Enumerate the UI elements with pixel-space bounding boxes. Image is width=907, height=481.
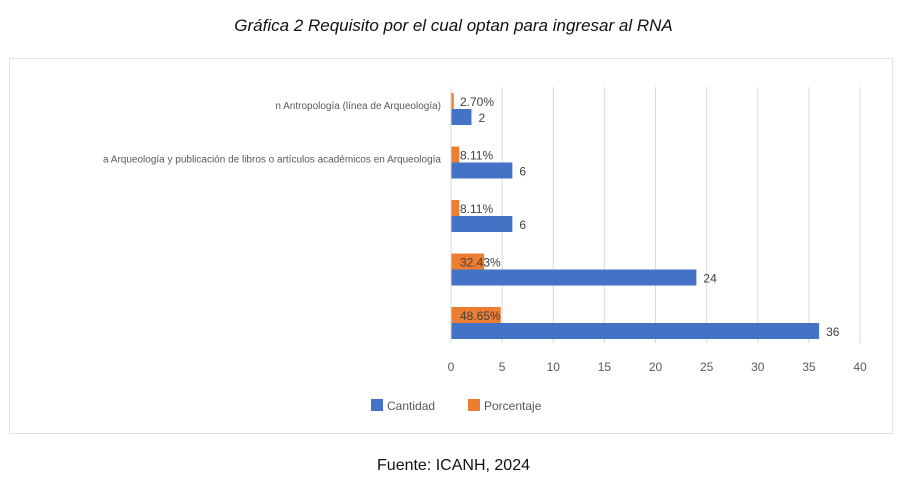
legend-label: Cantidad xyxy=(387,399,435,413)
percentage-bar xyxy=(451,307,501,323)
percentage-bar xyxy=(451,253,485,270)
x-tick-label: 20 xyxy=(649,360,663,374)
figure-source: Fuente: ICANH, 2024 xyxy=(377,457,530,474)
x-tick-label: 0 xyxy=(448,360,455,374)
x-tick-label: 5 xyxy=(499,360,506,374)
bar-chart: 0 5 10 15 20 25 30 35 40 n Antropología (línea de… xyxy=(103,87,867,413)
quantity-bar xyxy=(451,269,697,286)
quantity-bar xyxy=(451,323,820,339)
percentage-bar xyxy=(451,200,460,216)
x-tick-label: 30 xyxy=(751,360,765,374)
chart-area: 0 5 10 15 20 25 30 35 40 n Antropología (línea de… xyxy=(9,58,893,434)
percentage-bar xyxy=(451,93,454,109)
category-label: a Arqueología y publicación de libros o … xyxy=(103,155,441,166)
category-label: n Antropología (línea de Arqueología) xyxy=(275,101,441,112)
percentage-bar xyxy=(451,146,460,163)
legend-swatch xyxy=(371,399,383,411)
quantity-data-label: 6 xyxy=(519,218,526,232)
quantity-bar xyxy=(451,216,513,232)
quantity-bar xyxy=(451,109,472,125)
quantity-data-label: 24 xyxy=(703,272,717,286)
figure-caption: Gráfica 2 Requisito por el cual optan pa… xyxy=(234,16,673,35)
x-tick-label: 40 xyxy=(853,360,867,374)
percentage-data-label: 2.70% xyxy=(460,95,494,109)
x-tick-label: 15 xyxy=(598,360,612,374)
percentage-data-label: 32.43% xyxy=(460,256,501,270)
x-tick-label: 35 xyxy=(802,360,816,374)
percentage-data-label: 48.65% xyxy=(460,309,501,323)
quantity-data-label: 36 xyxy=(826,325,840,339)
percentage-data-label: 8.11% xyxy=(460,202,493,216)
quantity-data-label: 6 xyxy=(519,165,526,179)
quantity-bar xyxy=(451,162,513,179)
x-tick-label: 25 xyxy=(700,360,714,374)
percentage-data-label: 8.11% xyxy=(460,149,493,163)
legend-label: Porcentaje xyxy=(484,399,542,413)
x-tick-label: 10 xyxy=(547,360,561,374)
quantity-data-label: 2 xyxy=(478,111,485,125)
legend-swatch xyxy=(468,399,480,411)
